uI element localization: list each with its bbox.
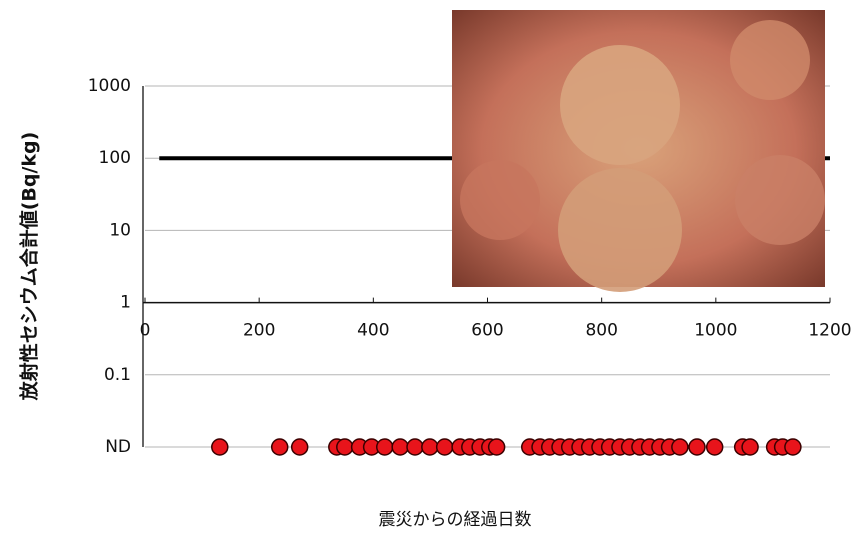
- point: [688, 438, 706, 456]
- x-tick-label: 1000: [694, 321, 737, 341]
- point: [487, 438, 506, 456]
- point: [290, 438, 309, 456]
- point: [671, 438, 689, 456]
- point: [391, 438, 409, 456]
- point: [211, 438, 229, 456]
- y-tick-label: 1000: [88, 76, 131, 96]
- photo: [452, 10, 825, 292]
- x-tick-label: 0: [140, 321, 151, 341]
- x-tick-label: 600: [471, 321, 503, 341]
- x-tick-label: 1200: [808, 321, 851, 341]
- y-tick-label: 10: [109, 220, 131, 240]
- x-tick-label: 200: [243, 321, 275, 341]
- x-tick-label: 800: [585, 321, 617, 341]
- y-axis-title: 放射性セシウム合計値(Bq/kg): [18, 132, 41, 402]
- point: [376, 438, 394, 456]
- y-tick-label: 0.1: [104, 365, 131, 385]
- point: [421, 438, 439, 456]
- y-tick-label: 100: [99, 148, 131, 168]
- point: [741, 438, 759, 456]
- x-axis-title: 震災からの経過日数: [379, 510, 532, 530]
- x-tick-label: 400: [357, 321, 389, 341]
- point: [336, 438, 354, 456]
- y-tick-label: ND: [105, 437, 131, 457]
- point: [435, 438, 454, 456]
- point: [270, 438, 289, 456]
- point: [705, 438, 724, 456]
- y-tick-label: 1: [120, 293, 131, 313]
- point: [784, 438, 802, 456]
- point: [406, 438, 424, 456]
